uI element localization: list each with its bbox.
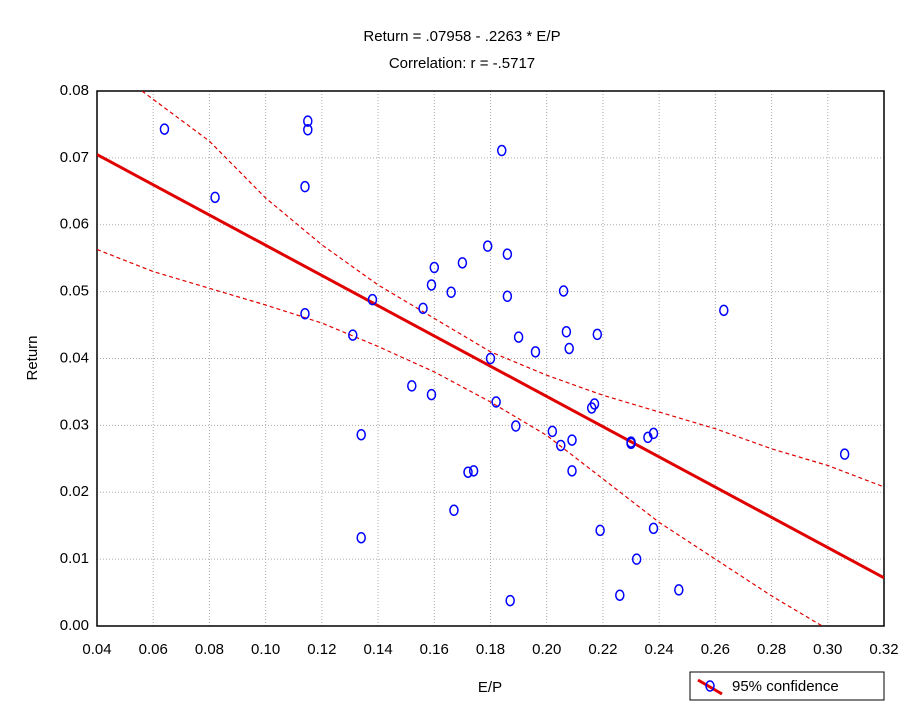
point (348, 329, 358, 341)
point (468, 465, 479, 477)
point (530, 346, 541, 358)
y-axis-label: Return (24, 335, 41, 380)
point (426, 279, 437, 291)
y-tick-label: 0.02 (60, 483, 89, 500)
legend-marker (705, 680, 715, 692)
point (303, 124, 313, 136)
legend-line (697, 678, 723, 696)
point (592, 328, 603, 341)
confidence-band (141, 91, 884, 488)
point (485, 352, 496, 365)
x-tick-label: 0.28 (757, 641, 786, 658)
x-tick-label: 0.24 (645, 641, 674, 658)
point (418, 302, 428, 315)
point (648, 522, 659, 535)
point (558, 285, 569, 297)
x-tick-label: 0.08 (195, 641, 224, 658)
plot-frame (96, 90, 885, 627)
y-tick-label: 0.04 (60, 349, 89, 366)
plot-clip (97, 91, 884, 626)
point (648, 427, 659, 440)
x-axis-label: E/P (478, 679, 502, 696)
x-tick-label: 0.06 (139, 641, 168, 658)
point (491, 396, 501, 408)
x-tick-label: 0.04 (82, 641, 111, 658)
point (356, 531, 366, 544)
point (513, 331, 524, 343)
point (502, 248, 513, 260)
point (505, 594, 515, 607)
x-tick-label: 0.18 (476, 641, 505, 658)
y-tick-label: 0.08 (60, 82, 89, 99)
point (482, 240, 493, 252)
confidence-band (97, 248, 823, 626)
x-tick-label: 0.12 (307, 641, 336, 658)
x-tick-label: 0.10 (251, 641, 280, 658)
x-tick-label: 0.16 (420, 641, 449, 658)
x-tick-label: 0.22 (588, 641, 617, 658)
point (839, 448, 850, 460)
y-tick-label: 0.00 (60, 617, 89, 634)
point (449, 504, 459, 517)
point (463, 466, 473, 478)
chart-subtitle: Correlation: r = -.5717 (389, 55, 535, 72)
point (426, 388, 437, 401)
point (586, 402, 597, 414)
point (631, 553, 642, 565)
legend-box (689, 671, 885, 701)
point (626, 436, 636, 448)
x-tick-label: 0.32 (869, 641, 898, 658)
point (595, 524, 605, 537)
x-tick-label: 0.26 (701, 641, 730, 658)
point (615, 589, 625, 601)
legend-label: 95% confidence (732, 678, 839, 695)
x-tick-label: 0.14 (363, 641, 392, 658)
y-tick-label: 0.06 (60, 216, 89, 233)
y-tick-label: 0.07 (60, 149, 89, 166)
point (567, 465, 577, 477)
point (300, 307, 310, 320)
point (556, 439, 566, 452)
chart-title: Return = .07958 - .2263 * E/P (363, 28, 560, 45)
point (210, 191, 220, 204)
point (496, 144, 507, 157)
x-tick-label: 0.20 (532, 641, 561, 658)
y-tick-label: 0.03 (60, 416, 89, 433)
point (457, 257, 468, 269)
y-tick-label: 0.05 (60, 283, 89, 300)
point (407, 380, 417, 392)
point (561, 326, 572, 338)
point (429, 261, 440, 274)
point (511, 420, 521, 432)
y-tick-label: 0.01 (60, 550, 89, 567)
point (303, 115, 313, 127)
point (356, 428, 366, 441)
point (674, 584, 684, 596)
point (502, 290, 513, 303)
point (567, 434, 577, 446)
regression-line (97, 153, 884, 580)
point (719, 304, 729, 317)
x-tick-label: 0.30 (813, 641, 842, 658)
point (367, 293, 378, 306)
point (446, 286, 456, 299)
point (300, 180, 310, 193)
point (547, 425, 558, 438)
point (564, 342, 574, 355)
point (589, 398, 600, 410)
point (159, 123, 170, 135)
